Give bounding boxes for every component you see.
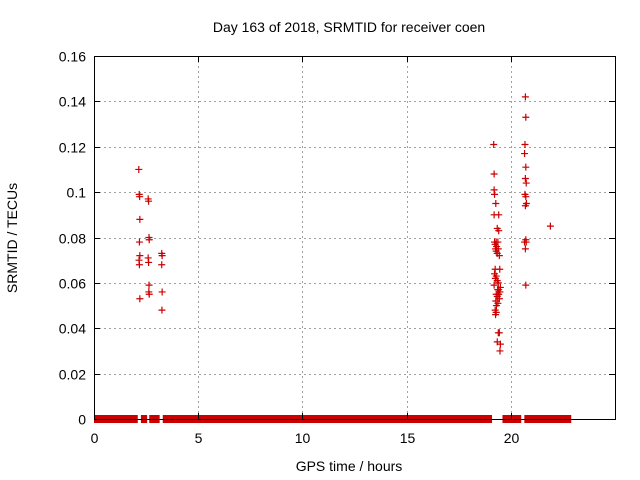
data-point bbox=[522, 179, 530, 187]
data-point bbox=[490, 281, 498, 289]
x-tick-label: 20 bbox=[504, 430, 520, 446]
data-point bbox=[136, 215, 144, 223]
data-point bbox=[491, 190, 499, 198]
data-point bbox=[158, 261, 166, 269]
y-tick-label: 0.08 bbox=[59, 231, 86, 247]
data-point bbox=[521, 93, 529, 101]
data-point bbox=[490, 170, 498, 178]
data-point bbox=[145, 197, 153, 205]
data-point bbox=[145, 281, 153, 289]
x-tick-label: 15 bbox=[400, 430, 416, 446]
data-point bbox=[546, 222, 554, 230]
y-tick-label: 0.02 bbox=[59, 367, 86, 383]
data-point bbox=[495, 227, 503, 235]
y-tick-label: 0.16 bbox=[59, 49, 86, 65]
y-tick-label: 0 bbox=[78, 412, 86, 428]
y-tick-label: 0.04 bbox=[59, 321, 86, 337]
x-tick-label: 0 bbox=[91, 430, 99, 446]
data-point bbox=[496, 347, 504, 355]
y-tick-label: 0.06 bbox=[59, 276, 86, 292]
x-axis-label: GPS time / hours bbox=[296, 458, 403, 474]
data-point bbox=[495, 252, 503, 260]
data-point bbox=[522, 163, 530, 171]
data-point bbox=[145, 236, 153, 244]
data-point bbox=[522, 281, 530, 289]
chart-title: Day 163 of 2018, SRMTID for receiver coe… bbox=[213, 19, 485, 35]
data-point bbox=[145, 290, 153, 298]
data-point bbox=[145, 258, 153, 266]
y-tick-label: 0.12 bbox=[59, 140, 86, 156]
data-point bbox=[494, 279, 502, 287]
data-point bbox=[521, 140, 529, 148]
data-point bbox=[492, 311, 500, 319]
data-point bbox=[136, 295, 144, 303]
y-tick-label: 0.1 bbox=[67, 185, 87, 201]
data-point bbox=[522, 113, 530, 121]
data-point bbox=[135, 261, 143, 269]
data-point bbox=[495, 211, 503, 219]
data-point bbox=[158, 288, 166, 296]
data-point bbox=[495, 329, 503, 337]
grid-lines bbox=[94, 56, 615, 419]
data-points bbox=[135, 93, 554, 355]
y-tick-label: 0.14 bbox=[59, 94, 86, 110]
data-point bbox=[492, 199, 500, 207]
x-tick-label: 5 bbox=[195, 430, 203, 446]
data-point bbox=[495, 295, 503, 303]
data-point bbox=[158, 306, 166, 314]
data-point bbox=[521, 150, 529, 158]
data-point bbox=[135, 238, 143, 246]
x-tick-label: 10 bbox=[295, 430, 311, 446]
data-point bbox=[521, 238, 529, 246]
data-point bbox=[136, 193, 144, 201]
data-point bbox=[522, 193, 530, 201]
data-point bbox=[496, 265, 504, 273]
data-point bbox=[492, 302, 500, 310]
data-point bbox=[158, 252, 166, 260]
data-point bbox=[521, 175, 529, 183]
data-point bbox=[521, 202, 529, 210]
data-point bbox=[496, 340, 504, 348]
data-point bbox=[135, 165, 143, 173]
data-point bbox=[136, 252, 144, 260]
tick-labels: 0 0.02 0.04 0.06 0.08 0.1 0.12 0.14 0.16 0 5 10 15 20 bbox=[59, 49, 520, 447]
data-point bbox=[490, 140, 498, 148]
y-axis-label: SRMTID / TECUs bbox=[4, 183, 20, 293]
data-point bbox=[521, 245, 529, 253]
axis-ticks bbox=[94, 56, 615, 420]
